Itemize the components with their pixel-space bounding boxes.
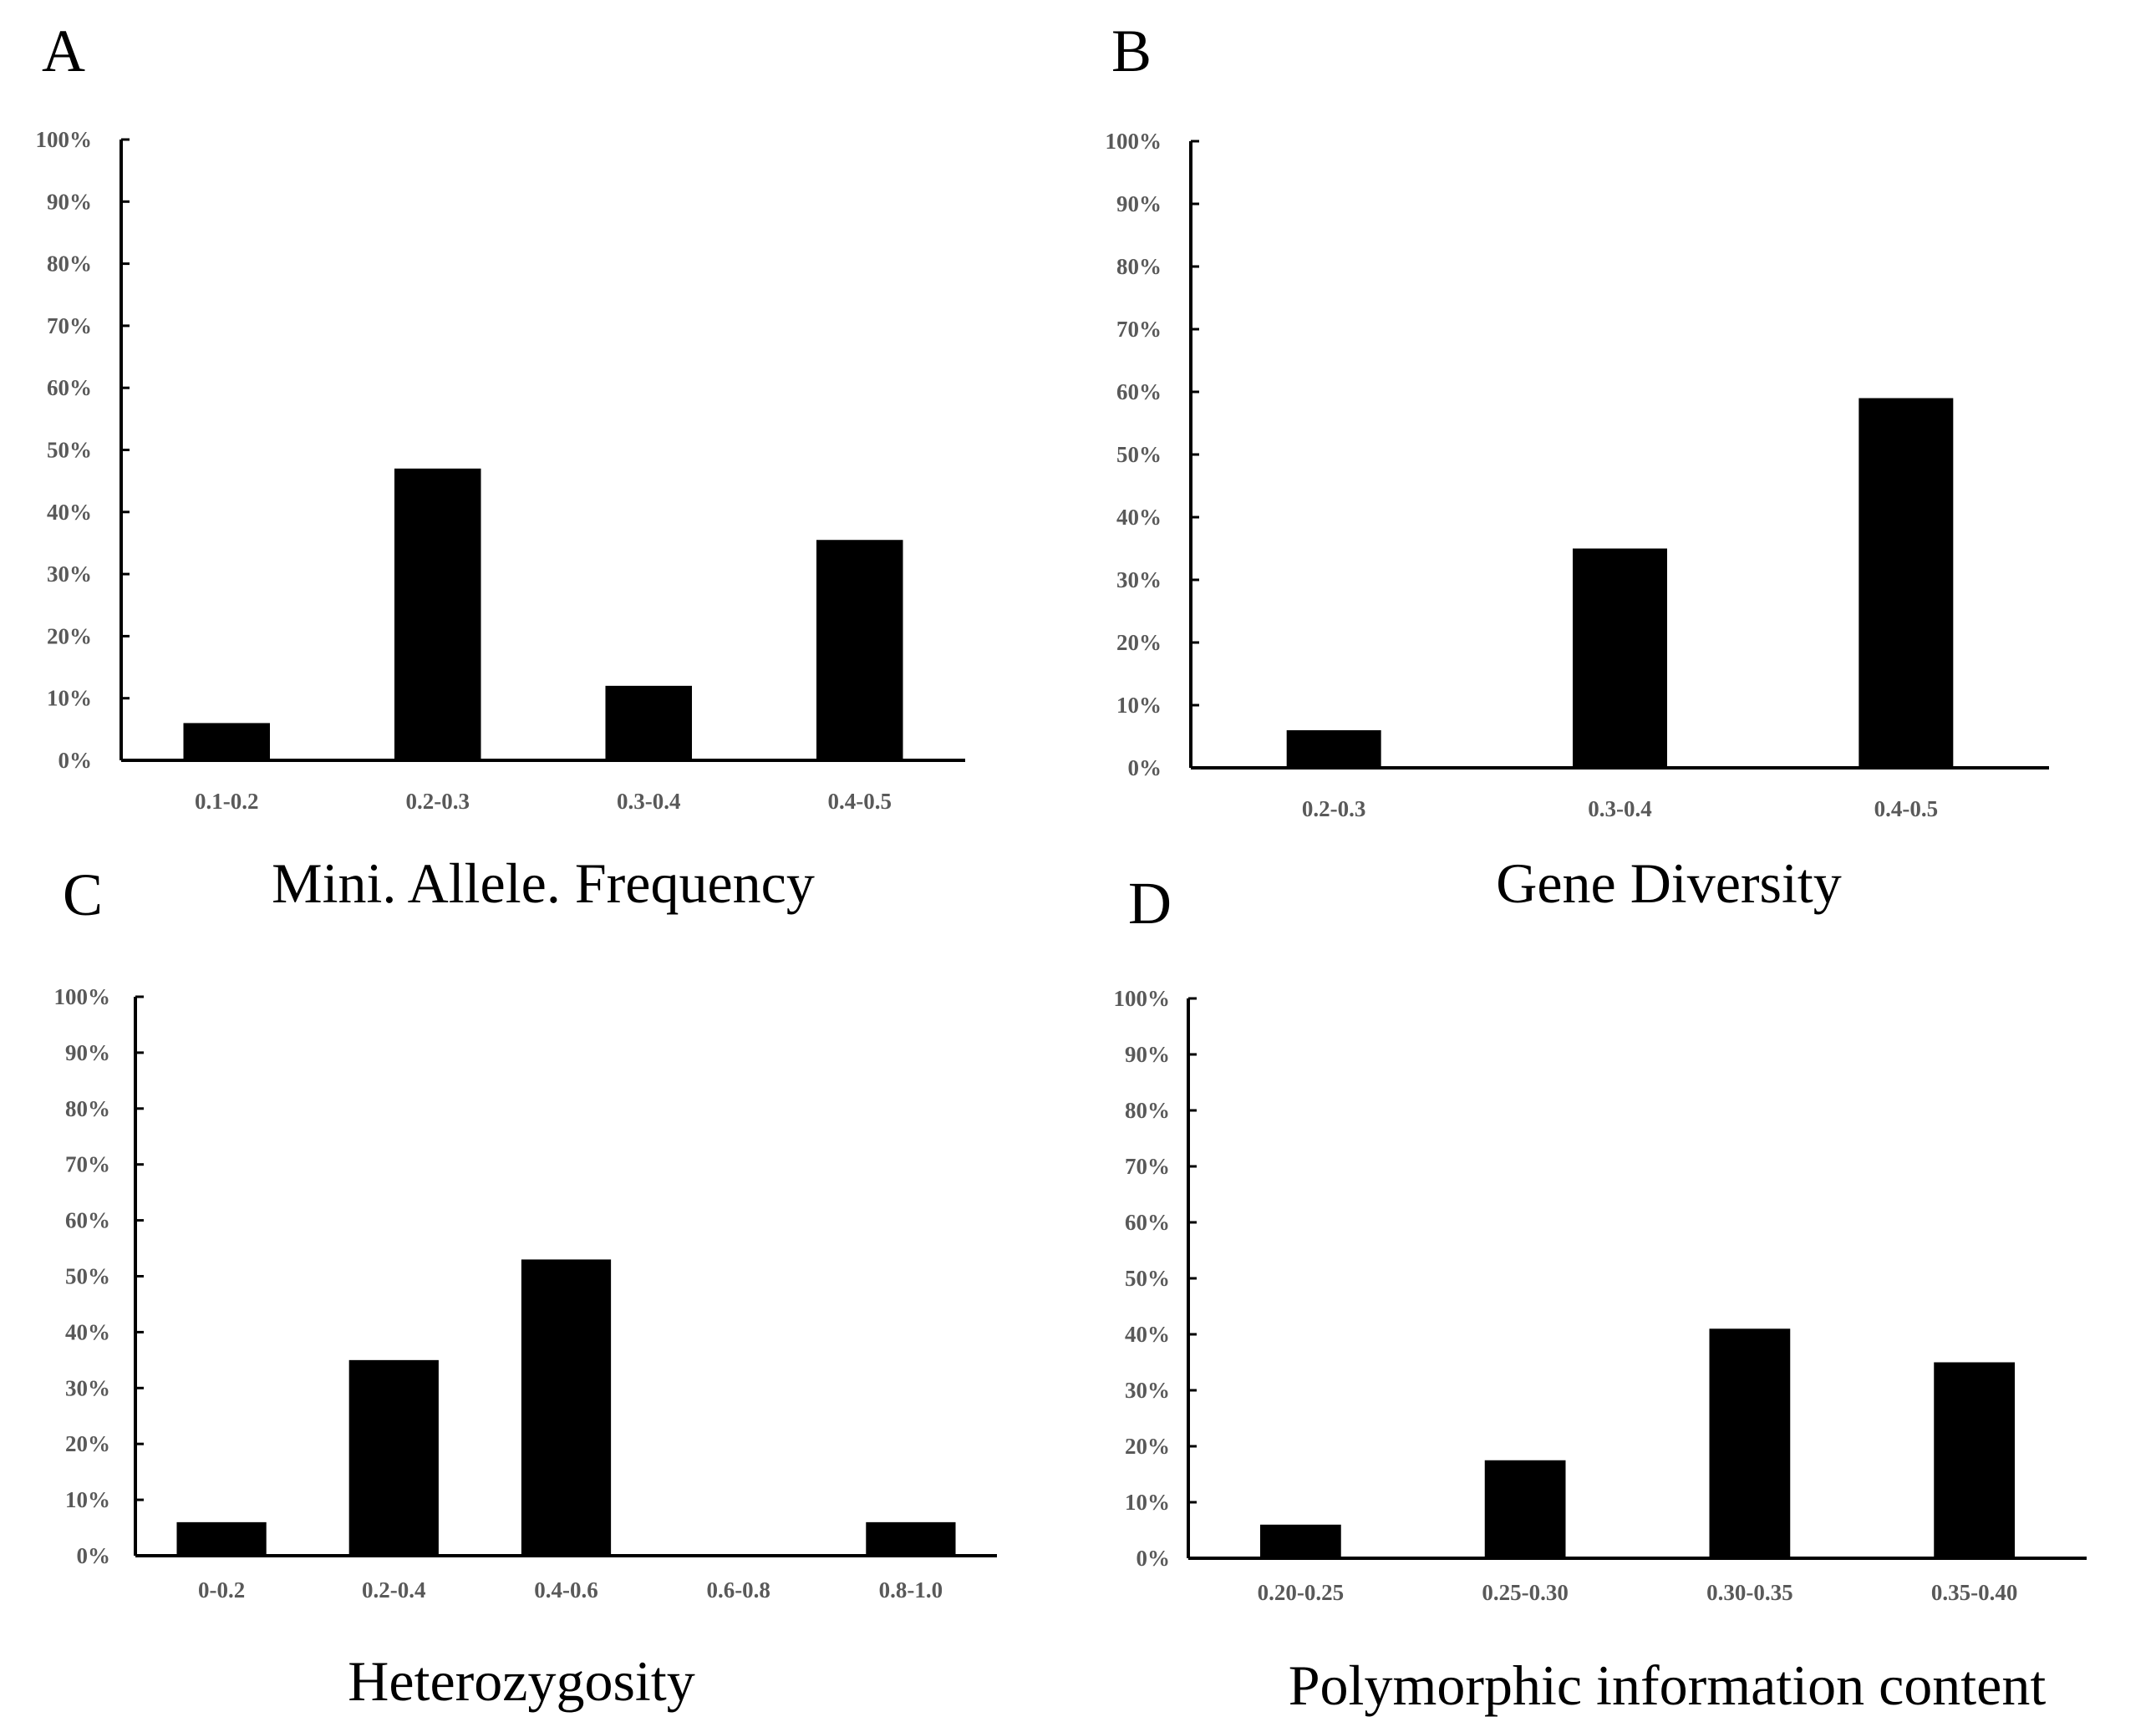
y-tick-label: 90%: [65, 1040, 110, 1065]
panel-b-plot: 0% 10% 20% 30% 40% 50% 60% 70% 80% 90% 100% 0.2-0.3…: [1106, 129, 2049, 821]
panel-letter-c: C: [63, 861, 103, 928]
panel-d-plot: 0% 10% 20% 30% 40% 50% 60% 70% 80% 90% 100% 0.20-0.…: [1114, 986, 2087, 1605]
x-category-label: 0.2-0.4: [362, 1577, 426, 1603]
y-tick-label: 30%: [65, 1375, 110, 1400]
bar-0.2-0.3: [394, 468, 481, 760]
panel-c-caption: Heterozygosity: [348, 1649, 694, 1713]
panel-a-plot: 0% 10% 20% 30% 40% 50% 60% 70% 80% 90% 100% 0.1-0.2…: [36, 127, 965, 814]
x-category-label: 0.3-0.4: [1588, 796, 1652, 821]
y-tick-label: 60%: [1125, 1210, 1170, 1235]
y-tick-label: 60%: [1116, 379, 1162, 404]
x-category-label: 0.4-0.5: [828, 789, 892, 814]
y-tick-label: 80%: [1125, 1098, 1170, 1123]
y-tick-label: 30%: [1125, 1378, 1170, 1403]
x-category-label: 0.6-0.8: [706, 1577, 770, 1603]
bar-0-0.2: [176, 1521, 267, 1556]
bar-0.4-0.6: [521, 1259, 612, 1556]
panel-a-caption: Mini. Allele. Frequency: [272, 851, 815, 915]
y-tick-label: 90%: [47, 189, 92, 214]
y-tick-label: 40%: [1116, 505, 1162, 530]
x-category-label: 0.2-0.3: [406, 789, 470, 814]
y-tick-label: 60%: [65, 1208, 110, 1233]
x-category-label: 0.2-0.3: [1302, 796, 1366, 821]
panel-d: D Polymorphic information content 0% 10% 2…: [1114, 870, 2087, 1717]
y-tick-label: 50%: [47, 438, 92, 463]
y-tick-label: 0%: [1136, 1546, 1171, 1571]
panel-d-caption: Polymorphic information content: [1289, 1653, 2047, 1717]
y-tick-label: 10%: [47, 686, 92, 711]
bar-0.3-0.4: [605, 685, 693, 760]
y-tick-label: 90%: [1125, 1042, 1170, 1067]
bar-0.20-0.25: [1260, 1524, 1341, 1558]
y-tick-label: 70%: [47, 313, 92, 338]
y-tick-label: 100%: [36, 127, 93, 152]
y-tick-label: 10%: [1116, 693, 1162, 718]
y-tick-label: 20%: [65, 1431, 110, 1456]
x-category-label: 0.4-0.6: [534, 1577, 598, 1603]
panel-c: C Heterozygosity 0% 10% 20% 30% 40% 50% 60% 70%…: [54, 861, 997, 1713]
y-tick-label: 0%: [1128, 755, 1162, 780]
y-tick-label: 0%: [58, 748, 93, 773]
y-tick-label: 10%: [65, 1487, 110, 1512]
y-tick-label: 40%: [1125, 1322, 1170, 1347]
y-tick-label: 20%: [1125, 1434, 1170, 1459]
y-tick-label: 30%: [47, 561, 92, 587]
bar-0.25-0.30: [1484, 1460, 1566, 1558]
panel-c-plot: 0% 10% 20% 30% 40% 50% 60% 70% 80% 90% 100% 0-0.2 0.…: [54, 984, 997, 1603]
bar-0.2-0.4: [348, 1359, 439, 1556]
panel-letter-a: A: [42, 18, 85, 84]
panel-b-caption: Gene Diversity: [1496, 851, 1842, 915]
y-tick-label: 50%: [65, 1264, 110, 1289]
bar-0.8-1.0: [866, 1521, 956, 1556]
x-category-label: 0.20-0.25: [1258, 1580, 1345, 1605]
y-tick-label: 0%: [77, 1543, 111, 1568]
x-category-label: 0.3-0.4: [617, 789, 681, 814]
bar-0.3-0.4: [1573, 548, 1667, 768]
y-tick-label: 20%: [1116, 630, 1162, 655]
y-tick-label: 30%: [1116, 567, 1162, 592]
y-tick-label: 70%: [65, 1152, 110, 1177]
x-category-label: 0-0.2: [198, 1577, 245, 1603]
bar-0.2-0.3: [1286, 730, 1381, 768]
y-tick-label: 60%: [47, 375, 92, 400]
bar-0.4-0.5: [1859, 398, 1954, 768]
y-tick-label: 50%: [1125, 1266, 1170, 1291]
y-tick-label: 40%: [65, 1319, 110, 1344]
y-tick-label: 100%: [1106, 129, 1162, 154]
panel-a: A Mini. Allele. Frequency 0% 10% 20% 30% 40%…: [36, 18, 965, 915]
y-tick-label: 10%: [1125, 1490, 1170, 1515]
y-tick-label: 80%: [47, 251, 92, 277]
y-tick-label: 20%: [47, 623, 92, 648]
y-tick-label: 80%: [1116, 254, 1162, 279]
panel-letter-b: B: [1111, 18, 1152, 84]
bar-0.30-0.35: [1709, 1328, 1791, 1558]
y-tick-label: 100%: [1114, 986, 1171, 1011]
panel-b: B Gene Diversity 0% 10% 20% 30% 40% 50% 60% 70%…: [1106, 18, 2049, 915]
y-tick-label: 90%: [1116, 191, 1162, 216]
x-category-label: 0.30-0.35: [1706, 1580, 1793, 1605]
y-tick-label: 50%: [1116, 442, 1162, 467]
x-category-label: 0.1-0.2: [195, 789, 259, 814]
bar-0.1-0.2: [183, 723, 271, 760]
bar-0.35-0.40: [1934, 1362, 2015, 1558]
panel-letter-d: D: [1128, 870, 1172, 937]
x-category-label: 0.4-0.5: [1874, 796, 1939, 821]
y-tick-label: 80%: [65, 1096, 110, 1121]
x-category-label: 0.25-0.30: [1482, 1580, 1569, 1605]
y-tick-label: 100%: [54, 984, 111, 1009]
x-category-label: 0.35-0.40: [1931, 1580, 2018, 1605]
x-category-label: 0.8-1.0: [879, 1577, 943, 1603]
y-tick-label: 40%: [47, 500, 92, 525]
y-tick-label: 70%: [1125, 1154, 1170, 1179]
bar-0.4-0.5: [816, 540, 903, 760]
y-tick-label: 70%: [1116, 317, 1162, 342]
